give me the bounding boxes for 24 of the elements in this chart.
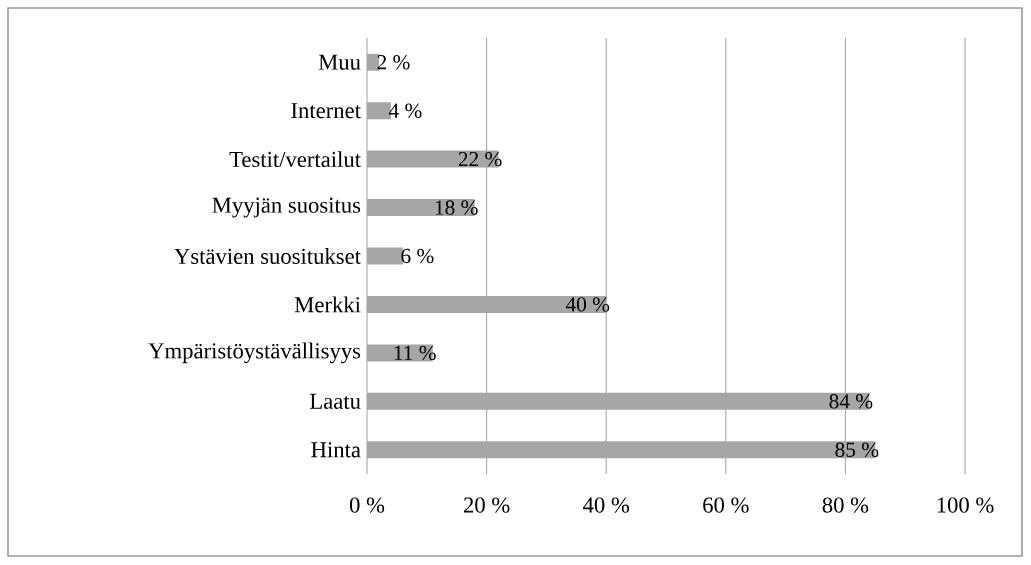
x-tick-label: 20 %: [464, 497, 510, 513]
y-tick-label: Testit/vertailut: [229, 151, 361, 168]
y-tick-label: Hinta: [311, 442, 361, 458]
y-tick-label: Laatu: [310, 393, 361, 409]
data-label: 4 %: [388, 103, 422, 118]
x-tick-label: 100 %: [937, 497, 994, 513]
x-tick-label: 60 %: [703, 497, 749, 513]
x-tick-label: 80 %: [822, 497, 869, 513]
data-label: 22 %: [458, 151, 502, 167]
data-label: 2 %: [377, 55, 410, 70]
y-tick-label: Ystävien suositukset: [174, 248, 361, 264]
y-tick-label: Ympäristöystävällisyys: [148, 342, 361, 364]
x-tick-label: 40 %: [583, 497, 630, 513]
data-label: 40 %: [565, 297, 610, 312]
x-tick-label: 0 %: [349, 497, 385, 513]
y-tick-label: Internet: [291, 103, 361, 119]
data-label: 85 %: [835, 442, 879, 458]
y-tick-label: Muu: [318, 54, 361, 70]
data-label: 6 %: [401, 248, 434, 264]
data-label: 11 %: [394, 345, 436, 361]
data-label: 18 %: [435, 200, 478, 215]
data-label: 84 %: [829, 394, 873, 409]
y-tick-label: Merkki: [294, 296, 361, 313]
y-tick-label: Myyjän suositus: [212, 197, 361, 218]
